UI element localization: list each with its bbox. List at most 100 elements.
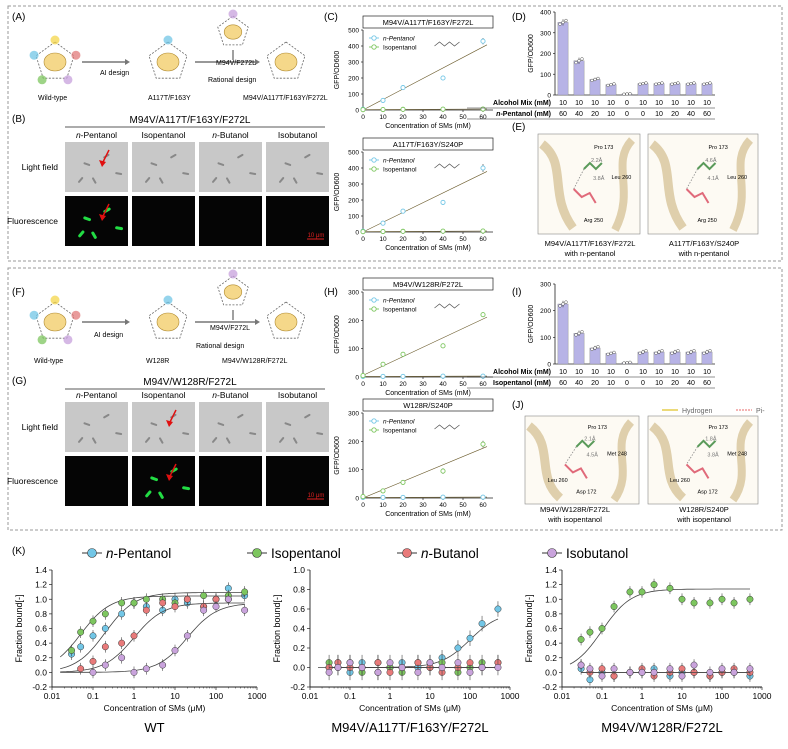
replicate-point bbox=[654, 82, 658, 86]
data-point bbox=[183, 595, 191, 603]
data-point bbox=[400, 479, 406, 485]
y-tick-label: 200 bbox=[348, 76, 359, 83]
x-tick-label: 0 bbox=[361, 236, 365, 243]
data-point bbox=[440, 468, 446, 474]
y-axis-label: GFP/OD600 bbox=[528, 305, 535, 344]
residue-stick bbox=[572, 188, 597, 204]
arrow-indicator-head bbox=[166, 420, 173, 427]
cell bbox=[217, 422, 225, 426]
legend-marker bbox=[371, 35, 377, 41]
col-header: n-Butanol bbox=[212, 390, 249, 400]
y-tick-label: 300 bbox=[540, 30, 551, 37]
x-tick-label: 1 bbox=[640, 691, 645, 701]
x-axis-label: Concentration of SMs (mM) bbox=[385, 511, 471, 518]
final-pentagon bbox=[266, 41, 306, 79]
distance-line bbox=[686, 446, 698, 465]
data-point bbox=[440, 343, 446, 349]
cell bbox=[83, 422, 91, 426]
table-cell: 10 bbox=[703, 100, 711, 107]
data-point bbox=[380, 97, 386, 103]
data-point bbox=[494, 605, 502, 613]
cell bbox=[304, 153, 311, 159]
data-point bbox=[241, 606, 249, 614]
replicate-point bbox=[574, 333, 578, 337]
replicate-point bbox=[580, 57, 584, 61]
x-tick-label: 100 bbox=[463, 691, 477, 701]
data-point bbox=[101, 643, 109, 651]
data-point bbox=[171, 646, 179, 654]
data-point bbox=[360, 107, 366, 113]
data-point bbox=[212, 603, 220, 611]
replicate-point bbox=[686, 82, 690, 86]
data-point bbox=[398, 664, 406, 671]
helix-ribbon bbox=[729, 137, 754, 232]
replicate-point bbox=[625, 361, 629, 365]
protein-blob bbox=[223, 24, 243, 40]
data-point bbox=[224, 595, 232, 603]
data-point bbox=[480, 441, 486, 447]
panel-label-a: (A) bbox=[12, 12, 25, 23]
data-point bbox=[130, 599, 138, 607]
data-point bbox=[690, 661, 698, 669]
data-point bbox=[118, 599, 126, 607]
data-point bbox=[400, 85, 406, 91]
replicate-point bbox=[689, 81, 693, 86]
data-point bbox=[380, 106, 386, 113]
y-axis-label: Fraction bound[-] bbox=[524, 594, 534, 662]
fluorescent-cell bbox=[78, 230, 85, 238]
cell bbox=[158, 437, 164, 444]
residue-label: Arg 250 bbox=[584, 218, 603, 224]
helix-ribbon bbox=[729, 419, 754, 503]
x-tick-label: 10 bbox=[677, 691, 687, 701]
bar bbox=[573, 333, 585, 365]
ligand-stick bbox=[583, 161, 603, 171]
g-title: M94V/W128R/F272L bbox=[143, 377, 237, 388]
table-cell: 10 bbox=[703, 369, 711, 376]
y-tick-label: 100 bbox=[540, 335, 551, 342]
replicate-point bbox=[612, 82, 616, 86]
distance-label: 2.2Å bbox=[591, 157, 603, 164]
y-tick-label: 300 bbox=[348, 182, 359, 189]
x-tick-label: 60 bbox=[479, 502, 487, 509]
fluorescence-image bbox=[65, 196, 128, 246]
data-point bbox=[650, 668, 658, 676]
light-field-image bbox=[132, 402, 195, 452]
data-point bbox=[494, 664, 502, 671]
x-tick-label: 50 bbox=[459, 502, 467, 509]
fluorescent-cell bbox=[115, 226, 124, 231]
col-prefix: n bbox=[76, 130, 81, 140]
data-point bbox=[706, 599, 714, 607]
table-row-label: Isopentanol (mM) bbox=[493, 380, 551, 387]
y-tick-label: 300 bbox=[348, 60, 359, 67]
a-rational-label: Rational design bbox=[208, 77, 256, 84]
protein-blob bbox=[43, 52, 67, 72]
y-axis-label: GFP/OD600 bbox=[334, 173, 341, 212]
x-tick-label: 10 bbox=[379, 236, 387, 243]
col-header: n-Pentanol bbox=[76, 390, 117, 400]
y-tick-label: 0.2 bbox=[293, 643, 305, 653]
x-tick-label: 0.1 bbox=[87, 691, 99, 701]
legend-marker bbox=[371, 306, 377, 312]
y-tick-label: 0 bbox=[355, 496, 359, 503]
x-axis-label: Concentration of SMs (μM) bbox=[359, 703, 461, 713]
fluorescent-cell bbox=[91, 231, 97, 239]
x-tick-label: 40 bbox=[439, 114, 447, 121]
y-tick-label: 1.0 bbox=[545, 594, 557, 604]
arrow-indicator-head bbox=[166, 474, 173, 481]
scale-label: 10 μm bbox=[308, 233, 325, 239]
replicate-point bbox=[596, 76, 600, 81]
col-rest: -Butanol bbox=[217, 390, 249, 400]
x-tick-label: 30 bbox=[419, 236, 427, 243]
replicate-point bbox=[561, 20, 565, 25]
replicate-point bbox=[673, 81, 677, 86]
replicate-point bbox=[660, 81, 664, 85]
helix-ribbon bbox=[648, 422, 687, 502]
data-point bbox=[183, 632, 191, 640]
arrow-indicator-head bbox=[99, 160, 106, 167]
chart-subtitle: WT bbox=[144, 720, 164, 735]
fluorescence-image bbox=[199, 456, 262, 506]
col-header: n-Butanol bbox=[212, 130, 249, 140]
middle-panel-border bbox=[7, 267, 783, 531]
